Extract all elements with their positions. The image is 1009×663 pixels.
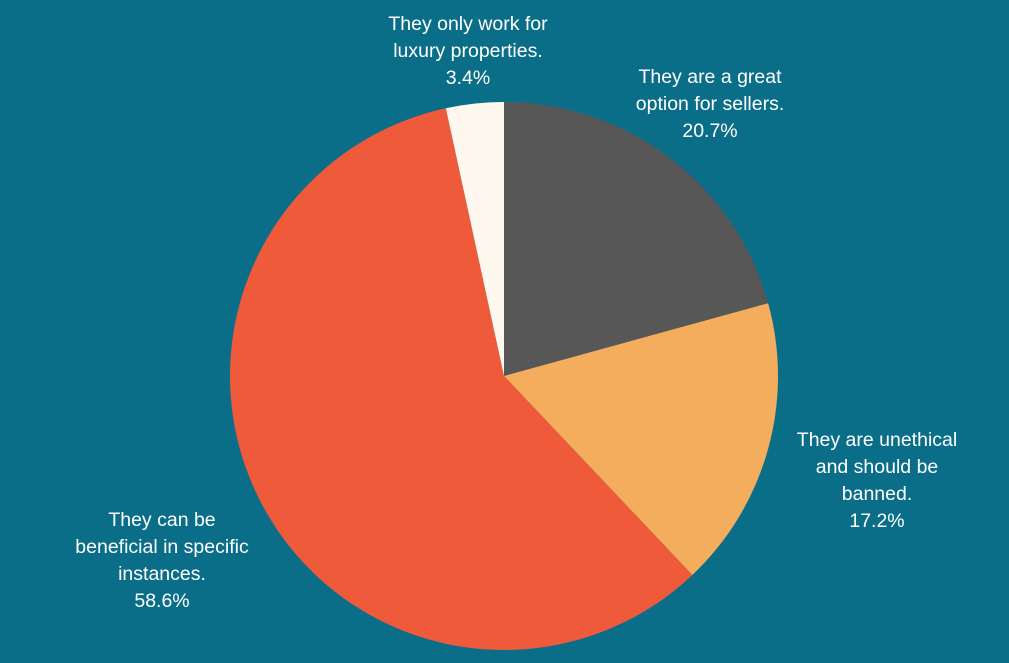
pie-slice-label-1: They are unethical and should be banned. 17… [797, 429, 957, 532]
pie-slice-value-2: 58.6% [134, 590, 189, 612]
pie-slice-label-line: instances. [118, 563, 206, 585]
pie-slice-2 [229, 108, 693, 651]
pie-slice-1 [504, 303, 779, 575]
pie-slice-label-line: They can be [108, 509, 215, 531]
pie-slice-label-0: They are a great option for sellers. 20.7% [636, 66, 785, 142]
pie-slice-label-3: They only work for luxury properties. 3.4% [388, 13, 548, 89]
pie-slice-label-line: They only work for [388, 13, 548, 35]
pie-slice-label-line: and should be [816, 456, 939, 478]
pie-slice-label-line: luxury properties. [393, 40, 543, 62]
pie-slice-label-line: They are a great [638, 66, 782, 88]
pie-slice-3 [445, 102, 504, 376]
pie-slice-value-0: 20.7% [682, 120, 737, 142]
pie-labels: They are a great option for sellers. 20.7%… [75, 13, 957, 612]
pie-slices [229, 102, 779, 651]
pie-slice-label-line: beneficial in specific [75, 536, 249, 558]
pie-slice-label-2: They can be beneficial in specific instanc… [75, 509, 249, 612]
pie-slice-label-line: They are unethical [797, 429, 957, 451]
pie-slice-0 [504, 102, 769, 376]
pie-slice-label-line: banned. [842, 483, 913, 505]
pie-slice-label-line: option for sellers. [636, 93, 785, 115]
pie-slice-value-3: 3.4% [446, 67, 490, 89]
pie-slice-value-1: 17.2% [849, 510, 904, 532]
